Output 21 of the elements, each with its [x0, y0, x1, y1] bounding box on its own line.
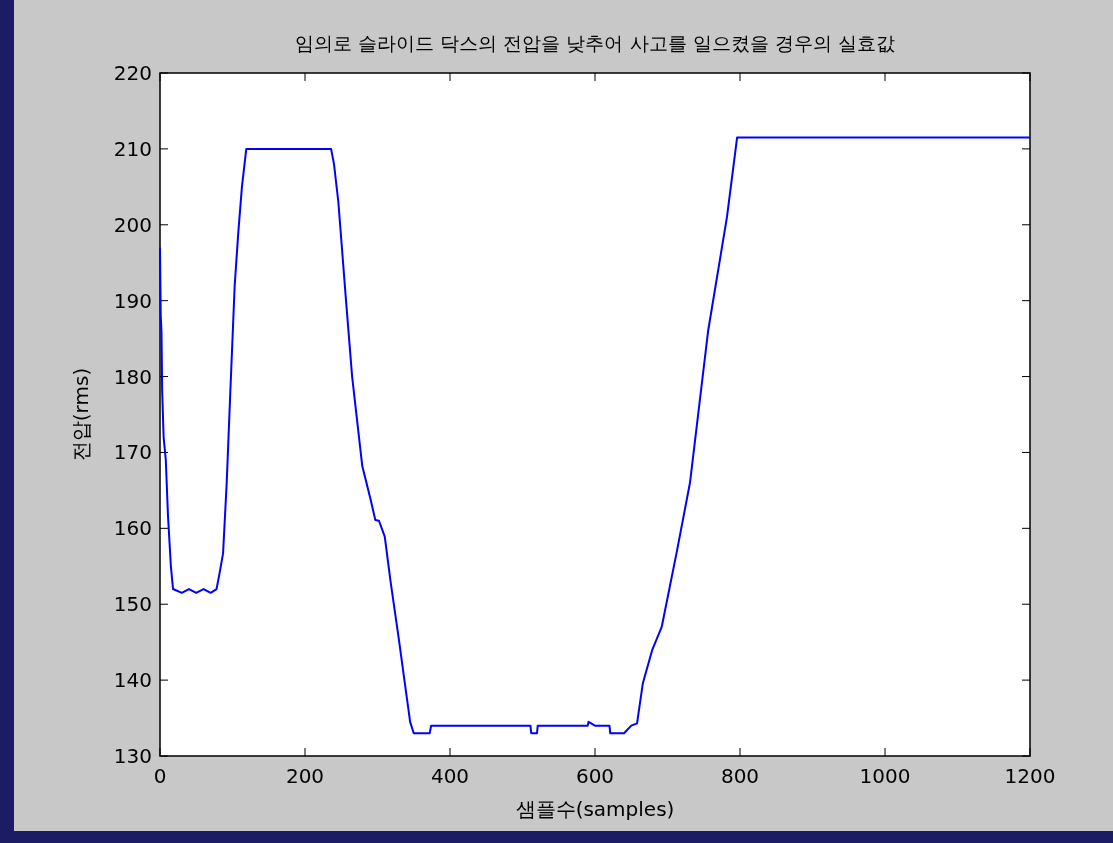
- chart-title: 임의로 슬라이드 닥스의 전압을 낮추어 사고를 일으켰을 경우의 실효값: [295, 32, 895, 54]
- y-axis-title: 전압(rms): [69, 367, 93, 462]
- x-tick-label: 800: [720, 764, 760, 788]
- y-tick-label: 130: [113, 744, 152, 768]
- y-tick-label: 160: [113, 516, 152, 541]
- x-axis-title: 샘플수(samples): [515, 797, 675, 821]
- y-tick-label: 170: [113, 440, 152, 465]
- x-tick-label: 200: [285, 764, 325, 788]
- x-tick-label: 0: [153, 764, 167, 788]
- y-tick-label: 140: [113, 668, 152, 693]
- x-tick-label: 1000: [859, 764, 911, 788]
- y-tick-label: 150: [113, 592, 152, 617]
- y-tick-label: 190: [113, 288, 152, 313]
- x-tick-label: 1200: [1004, 764, 1056, 788]
- y-tick-label: 220: [113, 61, 152, 85]
- x-tick-label: 400: [430, 764, 470, 788]
- y-tick-label: 210: [113, 136, 152, 161]
- y-tick-label: 200: [113, 212, 152, 237]
- x-tick-label: 600: [575, 764, 615, 788]
- y-tick-label: 180: [113, 364, 152, 389]
- line-series: [159, 136, 1031, 735]
